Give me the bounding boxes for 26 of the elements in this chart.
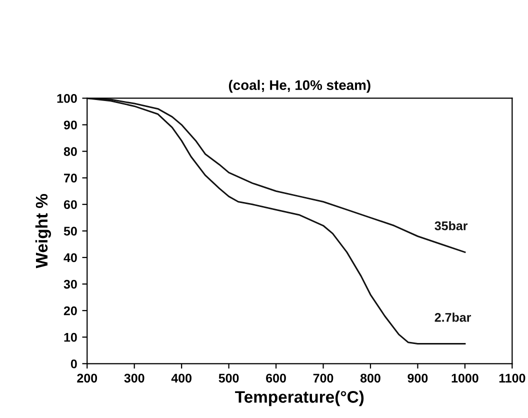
series-label: 35bar: [434, 221, 468, 230]
x-tick-label: 600: [266, 374, 286, 383]
y-tick-label: 100: [57, 94, 77, 103]
x-tick-label: 200: [77, 374, 98, 383]
x-tick-label: 300: [124, 374, 144, 383]
y-tick-label: 90: [64, 120, 77, 130]
y-tick-label: 70: [64, 174, 77, 183]
series-label: 2.7bar: [434, 312, 472, 322]
x-tick-label: 800: [360, 374, 380, 383]
y-axis-title: Weight %: [35, 194, 51, 268]
x-axis-title: Temperature(°C): [235, 390, 364, 406]
x-tick-label: 400: [171, 374, 192, 383]
y-tick-label: 80: [64, 147, 77, 156]
y-tick-label: 30: [64, 280, 77, 289]
x-tick-label: 500: [218, 374, 239, 383]
y-tick-label: 40: [64, 253, 77, 262]
y-tick-label: 50: [64, 226, 77, 236]
x-tick-label: 1000: [452, 374, 478, 383]
x-tick-label: 1100: [499, 374, 526, 383]
y-tick-label: 10: [64, 332, 77, 342]
x-tick-label: 700: [313, 374, 334, 383]
y-tick-label: 0: [70, 359, 77, 368]
x-tick-label: 900: [408, 374, 428, 383]
chart-title: (coal; He, 10% steam): [228, 80, 370, 93]
y-tick-label: 20: [64, 306, 77, 316]
y-tick-label: 60: [64, 200, 77, 210]
